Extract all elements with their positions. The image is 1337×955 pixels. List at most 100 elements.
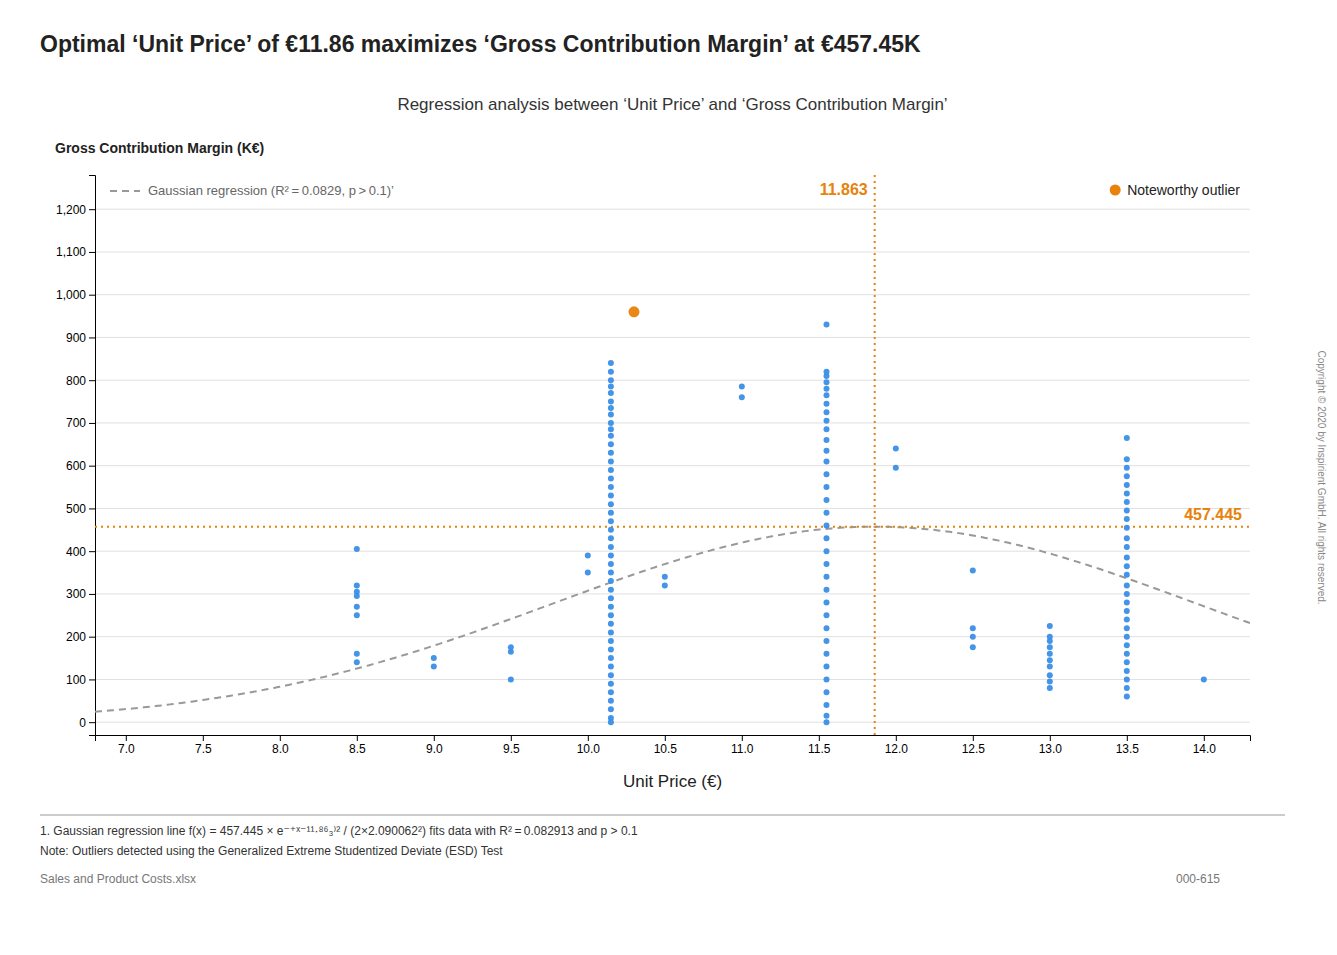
y-tick-label: 600 xyxy=(66,459,86,473)
point xyxy=(608,578,614,584)
point xyxy=(1124,608,1130,614)
x-tick-mark xyxy=(434,735,435,741)
x-tick-label: 8.5 xyxy=(349,742,366,756)
x-tick: 7.0 xyxy=(118,735,135,756)
point xyxy=(1124,572,1130,578)
point xyxy=(893,465,899,471)
point xyxy=(608,510,614,516)
x-tick-label: 12.5 xyxy=(962,742,986,756)
point xyxy=(608,629,614,635)
chart: Optimal ‘Unit Price’ of €11.86 maximizes… xyxy=(0,0,1337,955)
point xyxy=(608,672,614,678)
y-tick-mark xyxy=(89,466,95,467)
point xyxy=(893,446,899,452)
point xyxy=(1047,664,1053,670)
point xyxy=(1124,642,1130,648)
x-tick-label: 11.0 xyxy=(731,742,754,756)
x-tick: 8.5 xyxy=(349,735,366,756)
point xyxy=(608,719,614,725)
point xyxy=(608,655,614,661)
grid-line xyxy=(95,636,1250,637)
point xyxy=(354,604,360,610)
point xyxy=(1124,516,1130,522)
grid-line xyxy=(95,679,1250,680)
point xyxy=(824,497,830,503)
point xyxy=(608,570,614,576)
point xyxy=(629,306,640,317)
reference-line-y xyxy=(95,526,1250,528)
point xyxy=(608,604,614,610)
x-tick-mark xyxy=(511,735,512,741)
point xyxy=(824,548,830,554)
legend-marker xyxy=(1110,185,1121,196)
y-tick-label: 700 xyxy=(66,416,86,430)
grid-line xyxy=(95,422,1250,423)
annotation-x-value: 11.863 xyxy=(820,181,868,198)
point xyxy=(608,681,614,687)
point xyxy=(824,713,830,719)
point xyxy=(824,574,830,580)
point xyxy=(1124,465,1130,471)
y-tick: 800 xyxy=(66,374,95,388)
point xyxy=(1124,668,1130,674)
x-axis: 7.07.58.08.59.09.510.010.511.011.512.012… xyxy=(96,735,1251,756)
y-tick-label: 1,000 xyxy=(56,288,86,302)
x-tick-mark xyxy=(819,735,820,741)
point xyxy=(824,484,830,490)
y-tick-label: 200 xyxy=(66,630,86,644)
footnote: 1. Gaussian regression line f(x) = 457.4… xyxy=(40,824,638,838)
x-tick-mark xyxy=(126,735,127,741)
point xyxy=(824,379,830,385)
point xyxy=(608,698,614,704)
point xyxy=(1124,582,1130,588)
point xyxy=(508,649,514,655)
point xyxy=(824,471,830,477)
point xyxy=(354,659,360,665)
point xyxy=(1124,535,1130,541)
x-tick-label: 9.0 xyxy=(426,742,443,756)
copyright: Copyright © 2020 by Inspirient GmbH. All… xyxy=(1316,350,1327,604)
x-tick-label: 8.0 xyxy=(272,742,289,756)
point xyxy=(431,655,437,661)
x-tick-label: 13.0 xyxy=(1039,742,1063,756)
point xyxy=(585,552,591,558)
y-tick-mark xyxy=(89,423,95,424)
point xyxy=(1124,499,1130,505)
x-tick-mark xyxy=(588,735,589,741)
point xyxy=(1124,634,1130,640)
annotation-y-value: 457.445 xyxy=(1184,506,1242,523)
point xyxy=(608,493,614,499)
y-tick-label: 1,100 xyxy=(56,245,86,259)
point xyxy=(1124,563,1130,569)
point xyxy=(1124,482,1130,488)
point xyxy=(608,390,614,396)
x-tick: 13.5 xyxy=(1116,735,1140,756)
y-tick: 700 xyxy=(66,416,95,430)
point xyxy=(608,544,614,550)
point xyxy=(1124,525,1130,531)
grid xyxy=(95,209,1250,722)
x-tick: 12.5 xyxy=(962,735,986,756)
y-tick: 100 xyxy=(66,673,95,687)
point xyxy=(824,386,830,392)
grid-line xyxy=(95,337,1250,338)
point xyxy=(608,587,614,593)
point xyxy=(824,418,830,424)
y-axis-line xyxy=(89,176,96,736)
point xyxy=(608,664,614,670)
grid-line xyxy=(95,722,1250,723)
point xyxy=(1124,544,1130,550)
x-tick: 7.5 xyxy=(195,735,212,756)
point xyxy=(1047,679,1053,685)
point xyxy=(824,599,830,605)
point xyxy=(354,651,360,657)
x-tick-label: 9.5 xyxy=(503,742,520,756)
point xyxy=(608,501,614,507)
point xyxy=(608,458,614,464)
point xyxy=(608,450,614,456)
y-tick-label: 800 xyxy=(66,374,86,388)
point xyxy=(608,527,614,533)
point xyxy=(1124,435,1130,441)
point xyxy=(1047,644,1053,650)
x-tick-label: 7.5 xyxy=(195,742,212,756)
